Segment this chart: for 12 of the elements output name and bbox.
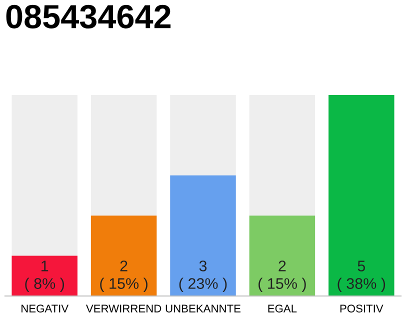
data-label: 1 ( 8% ) <box>25 260 64 292</box>
data-label: 5 ( 38% ) <box>338 260 386 292</box>
x-tick-label: VERWIRREND <box>86 304 162 312</box>
x-tick-label: POSITIV <box>340 304 384 312</box>
data-label: 2 ( 15% ) <box>258 260 306 292</box>
bar <box>12 256 78 296</box>
data-label: 2 ( 15% ) <box>100 260 148 292</box>
x-tick-label: UNBEKANNTE <box>166 304 240 312</box>
x-tick-label: NEGATIV <box>22 304 69 312</box>
x-tick-label: EGAL <box>268 304 297 312</box>
data-label: 3 ( 23% ) <box>179 260 227 292</box>
chart-title: 085434642 <box>6 4 171 29</box>
